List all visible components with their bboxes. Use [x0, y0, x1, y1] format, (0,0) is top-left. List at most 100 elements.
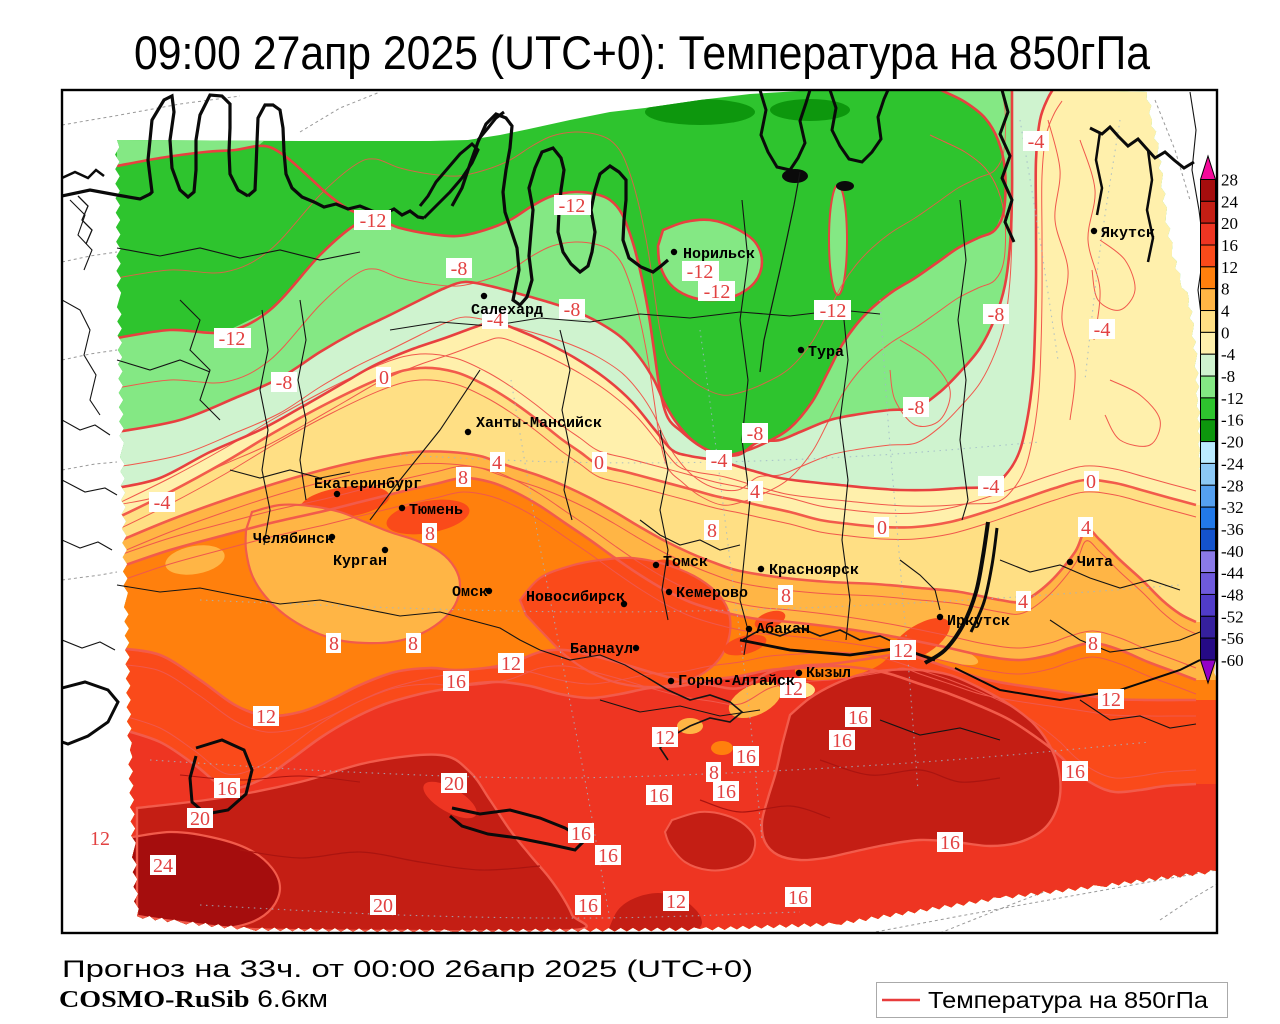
svg-text:20: 20 [444, 773, 464, 795]
svg-text:-12: -12 [704, 281, 731, 303]
svg-text:16: 16 [598, 845, 618, 867]
svg-text:-4: -4 [1028, 131, 1045, 153]
svg-text:20: 20 [190, 808, 210, 830]
svg-text:16: 16 [571, 823, 591, 845]
svg-text:-24: -24 [1221, 454, 1244, 473]
svg-text:16: 16 [1065, 761, 1085, 783]
svg-text:16: 16 [578, 895, 598, 917]
svg-text:Якутск: Якутск [1101, 225, 1155, 242]
svg-text:-12: -12 [559, 195, 586, 217]
svg-text:Норильск: Норильск [683, 246, 755, 263]
svg-text:16: 16 [788, 887, 808, 909]
svg-text:Кемерово: Кемерово [676, 585, 748, 602]
svg-text:0: 0 [379, 367, 389, 389]
svg-text:12: 12 [1221, 258, 1238, 277]
svg-text:0: 0 [877, 517, 887, 539]
svg-text:Абакан: Абакан [756, 621, 810, 638]
svg-text:16: 16 [940, 832, 960, 854]
svg-text:-8: -8 [908, 397, 925, 419]
svg-text:-4: -4 [154, 492, 171, 514]
svg-text:-52: -52 [1221, 607, 1244, 626]
svg-text:Омск: Омск [452, 584, 488, 601]
svg-text:Барнаул: Барнаул [570, 641, 633, 658]
svg-text:-32: -32 [1221, 498, 1244, 517]
svg-text:28: 28 [1221, 171, 1238, 190]
svg-text:16: 16 [848, 707, 868, 729]
svg-text:12: 12 [256, 706, 276, 728]
svg-text:-44: -44 [1221, 564, 1244, 583]
svg-text:-56: -56 [1221, 629, 1244, 648]
svg-text:0: 0 [1086, 471, 1096, 493]
svg-text:Екатеринбург: Екатеринбург [314, 476, 422, 493]
svg-text:Салехард: Салехард [471, 302, 543, 319]
svg-text:16: 16 [832, 730, 852, 752]
svg-text:-4: -4 [711, 450, 728, 472]
svg-text:-8: -8 [988, 304, 1005, 326]
svg-text:-48: -48 [1221, 586, 1244, 605]
svg-text:12: 12 [893, 640, 913, 662]
svg-text:8: 8 [1221, 280, 1230, 299]
svg-text:12: 12 [655, 727, 675, 749]
svg-text:8: 8 [329, 633, 339, 655]
svg-text:Тюмень: Тюмень [409, 502, 463, 519]
svg-text:Горно-Алтайск: Горно-Алтайск [678, 673, 795, 690]
svg-text:8: 8 [709, 762, 719, 784]
svg-text:12: 12 [90, 828, 110, 850]
svg-text:-20: -20 [1221, 433, 1244, 452]
svg-text:-8: -8 [1221, 367, 1235, 386]
svg-text:Чита: Чита [1077, 554, 1113, 571]
svg-text:8: 8 [1088, 633, 1098, 655]
svg-text:8: 8 [707, 520, 717, 542]
svg-text:Томск: Томск [663, 554, 708, 571]
svg-text:4: 4 [1018, 591, 1028, 613]
svg-text:-40: -40 [1221, 542, 1244, 561]
svg-text:16: 16 [217, 778, 237, 800]
svg-text:Кызыл: Кызыл [806, 665, 851, 682]
svg-text:-4: -4 [487, 309, 504, 331]
svg-text:16: 16 [446, 671, 466, 693]
svg-text:4: 4 [492, 452, 502, 474]
svg-text:09:00 27апр 2025 (UTC+0): Темп: 09:00 27апр 2025 (UTC+0): Температура на… [134, 26, 1151, 79]
svg-text:-12: -12 [219, 328, 246, 350]
svg-text:COSMO-RuSib 6.6км: COSMO-RuSib 6.6км [59, 986, 328, 1013]
svg-text:-60: -60 [1221, 651, 1244, 670]
svg-text:Тура: Тура [808, 344, 844, 361]
svg-text:4: 4 [1081, 517, 1091, 539]
svg-text:16: 16 [716, 781, 736, 803]
svg-text:12: 12 [666, 891, 686, 913]
svg-text:24: 24 [1221, 192, 1239, 211]
svg-text:12: 12 [783, 678, 803, 700]
svg-text:-36: -36 [1221, 520, 1244, 539]
svg-text:Челябинск: Челябинск [253, 531, 334, 548]
svg-text:12: 12 [501, 653, 521, 675]
svg-text:Иркутск: Иркутск [947, 613, 1010, 630]
svg-text:-4: -4 [1221, 345, 1236, 364]
svg-text:-8: -8 [276, 372, 293, 394]
svg-text:16: 16 [649, 785, 669, 807]
svg-text:4: 4 [1221, 302, 1230, 321]
svg-text:16: 16 [1221, 236, 1238, 255]
svg-text:8: 8 [425, 523, 435, 545]
svg-text:Курган: Курган [333, 553, 387, 570]
svg-text:Температура на 850гПа: Температура на 850гПа [928, 987, 1208, 1013]
svg-text:-12: -12 [360, 210, 387, 232]
svg-text:4: 4 [750, 481, 760, 503]
svg-text:-4: -4 [983, 476, 1000, 498]
svg-text:Ханты-Мансийск: Ханты-Мансийск [476, 415, 602, 432]
svg-text:24: 24 [153, 855, 173, 877]
svg-text:-12: -12 [687, 261, 714, 283]
svg-text:12: 12 [1101, 689, 1121, 711]
svg-text:0: 0 [594, 452, 604, 474]
svg-text:8: 8 [458, 467, 468, 489]
svg-text:-8: -8 [564, 299, 581, 321]
svg-text:-12: -12 [820, 300, 847, 322]
svg-text:-8: -8 [747, 423, 764, 445]
svg-text:8: 8 [781, 585, 791, 607]
svg-text:Красноярск: Красноярск [769, 562, 859, 579]
svg-text:16: 16 [736, 746, 756, 768]
svg-text:8: 8 [408, 633, 418, 655]
svg-text:-4: -4 [1094, 319, 1111, 341]
svg-text:-16: -16 [1221, 411, 1244, 430]
svg-text:Новосибирск: Новосибирск [526, 589, 625, 606]
svg-text:-28: -28 [1221, 476, 1244, 495]
